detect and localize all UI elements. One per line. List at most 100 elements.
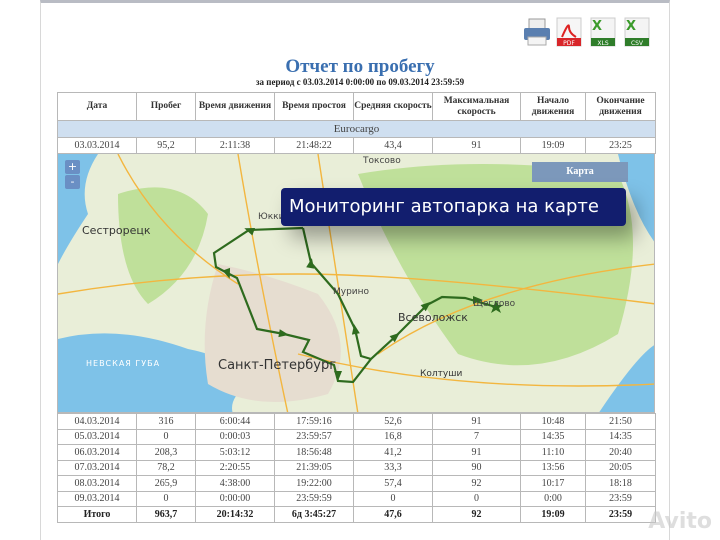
- cell: 03.03.2014: [57, 137, 137, 154]
- route-track: [212, 226, 503, 384]
- pdf-label: PDF: [563, 40, 575, 47]
- cell: 19:09: [520, 137, 586, 154]
- route-map[interactable]: Токсово Юкки Сестрорецк Мурино Всеволожс…: [57, 153, 655, 413]
- cell: 19:09: [520, 506, 586, 523]
- place-label: Колтуши: [420, 369, 463, 379]
- route-line: [301, 227, 372, 361]
- place-label: НЕВСКАЯ ГУБА: [86, 359, 161, 368]
- cell: 0:00:00: [195, 490, 275, 507]
- zoom-out-button[interactable]: -: [65, 175, 80, 189]
- cell: 2:11:38: [195, 137, 275, 154]
- zoom-controls: + -: [65, 160, 80, 190]
- cell: 04.03.2014: [57, 413, 137, 430]
- place-label: Юкки: [258, 212, 285, 222]
- col-idle-time: Время простоя: [274, 92, 354, 121]
- cell: 316: [136, 413, 196, 430]
- cell: 09.03.2014: [57, 490, 137, 507]
- pdf-icon[interactable]: PDF: [556, 17, 582, 47]
- cell: 16,8: [353, 428, 433, 445]
- route-arrow-icon: [244, 227, 256, 236]
- col-avg-speed: Средняя скорость: [353, 92, 433, 121]
- cell: 90: [432, 459, 521, 476]
- cell: 20:14:32: [195, 506, 275, 523]
- route-arrow-icon: [389, 332, 400, 343]
- xls-label: XLS: [597, 40, 608, 47]
- map-layer-button[interactable]: Карта: [532, 162, 628, 182]
- cell: 19:22:00: [274, 475, 354, 492]
- col-end: Окончание движения: [585, 92, 656, 121]
- route-arrow-icon: [306, 258, 315, 269]
- table-header: Дата Пробег Время движения Время простоя…: [57, 92, 656, 121]
- table-row[interactable]: 03.03.2014 95,2 2:11:38 21:48:22 43,4 91 19:09…: [57, 137, 656, 154]
- csv-icon[interactable]: X CSV: [624, 17, 650, 47]
- cell: 07.03.2014: [57, 459, 137, 476]
- cell: 21:39:05: [274, 459, 354, 476]
- cell: 0: [432, 490, 521, 507]
- place-label: Санкт-Петербург: [218, 358, 337, 373]
- cell: 5:03:12: [195, 444, 275, 461]
- printer-icon[interactable]: [522, 17, 550, 47]
- route-arrow-icon: [222, 267, 231, 279]
- svg-text:X: X: [592, 19, 602, 34]
- cell: 963,7: [136, 506, 196, 523]
- cell: 0:00: [520, 490, 586, 507]
- cell: 18:18: [585, 475, 656, 492]
- cell: 0: [136, 490, 196, 507]
- zoom-in-button[interactable]: +: [65, 160, 80, 174]
- col-mileage: Пробег: [136, 92, 196, 121]
- xls-icon[interactable]: X XLS: [590, 17, 616, 47]
- cell: 265,9: [136, 475, 196, 492]
- route-arrow-icon: [351, 324, 360, 335]
- cell: 92: [432, 475, 521, 492]
- table-row[interactable]: 09.03.2014 0 0:00:00 23:59:59 0 0 0:00 23:59: [57, 490, 656, 507]
- cell: 6:00:44: [195, 413, 275, 430]
- cell: 23:59: [585, 506, 656, 523]
- report-table-top: Дата Пробег Время движения Время простоя…: [57, 92, 656, 154]
- cell: 18:56:48: [274, 444, 354, 461]
- cell: 13:56: [520, 459, 586, 476]
- report-period: за период с 03.03.2014 0:00:00 по 09.03.…: [255, 77, 465, 87]
- promo-banner: Мониторинг автопарка на карте: [281, 188, 626, 226]
- cell: 6д 3:45:27: [274, 506, 354, 523]
- cell: 14:35: [520, 428, 586, 445]
- table-row[interactable]: 08.03.2014 265,9 4:38:00 19:22:00 57,4 92 10:1…: [57, 475, 656, 492]
- vehicle-group: Eurocargo: [57, 120, 656, 138]
- cell: 78,2: [136, 459, 196, 476]
- place-label: Щеглово: [473, 299, 516, 309]
- table-row[interactable]: 06.03.2014 208,3 5:03:12 18:56:48 41,2 91 11:1…: [57, 444, 656, 461]
- csv-label: CSV: [631, 40, 644, 47]
- total-row[interactable]: Итого 963,7 20:14:32 6д 3:45:27 47,6 92 19:09 2…: [57, 506, 656, 523]
- cell: 23:59:57: [274, 428, 354, 445]
- cell: 23:25: [585, 137, 656, 154]
- cell: 208,3: [136, 444, 196, 461]
- report-title: Отчет по пробегу: [285, 56, 435, 77]
- avito-watermark: Avito: [648, 509, 712, 534]
- table-row[interactable]: 05.03.2014 0 0:00:03 23:59:57 16,8 7 14:35 14:3…: [57, 428, 656, 445]
- cell: 11:10: [520, 444, 586, 461]
- cell: 06.03.2014: [57, 444, 137, 461]
- cell: 41,2: [353, 444, 433, 461]
- export-toolbar: PDF X XLS X CSV: [522, 17, 650, 47]
- cell: 20:40: [585, 444, 656, 461]
- route-arrow-icon: [420, 301, 431, 312]
- table-row[interactable]: 04.03.2014 316 6:00:44 17:59:16 52,6 91 10:48 2…: [57, 413, 656, 430]
- cell: 95,2: [136, 137, 196, 154]
- cell: 14:35: [585, 428, 656, 445]
- cell: 91: [432, 444, 521, 461]
- route-arrow-icon: [278, 329, 289, 338]
- cell: 10:48: [520, 413, 586, 430]
- cell: 91: [432, 137, 521, 154]
- cell: 47,6: [353, 506, 433, 523]
- place-label: Всеволожск: [398, 311, 468, 324]
- cell: 52,6: [353, 413, 433, 430]
- cell: 57,4: [353, 475, 433, 492]
- cell: 4:38:00: [195, 475, 275, 492]
- place-label: Мурино: [333, 287, 370, 297]
- route-arrow-icon: [334, 371, 342, 381]
- report-table-bottom: 04.03.2014 316 6:00:44 17:59:16 52,6 91 10:48 2…: [57, 413, 656, 523]
- col-move-time: Время движения: [195, 92, 275, 121]
- place-label: Токсово: [363, 156, 401, 166]
- cell: Итого: [57, 506, 137, 523]
- cell: 7: [432, 428, 521, 445]
- table-row[interactable]: 07.03.2014 78,2 2:20:55 21:39:05 33,3 90 13:56…: [57, 459, 656, 476]
